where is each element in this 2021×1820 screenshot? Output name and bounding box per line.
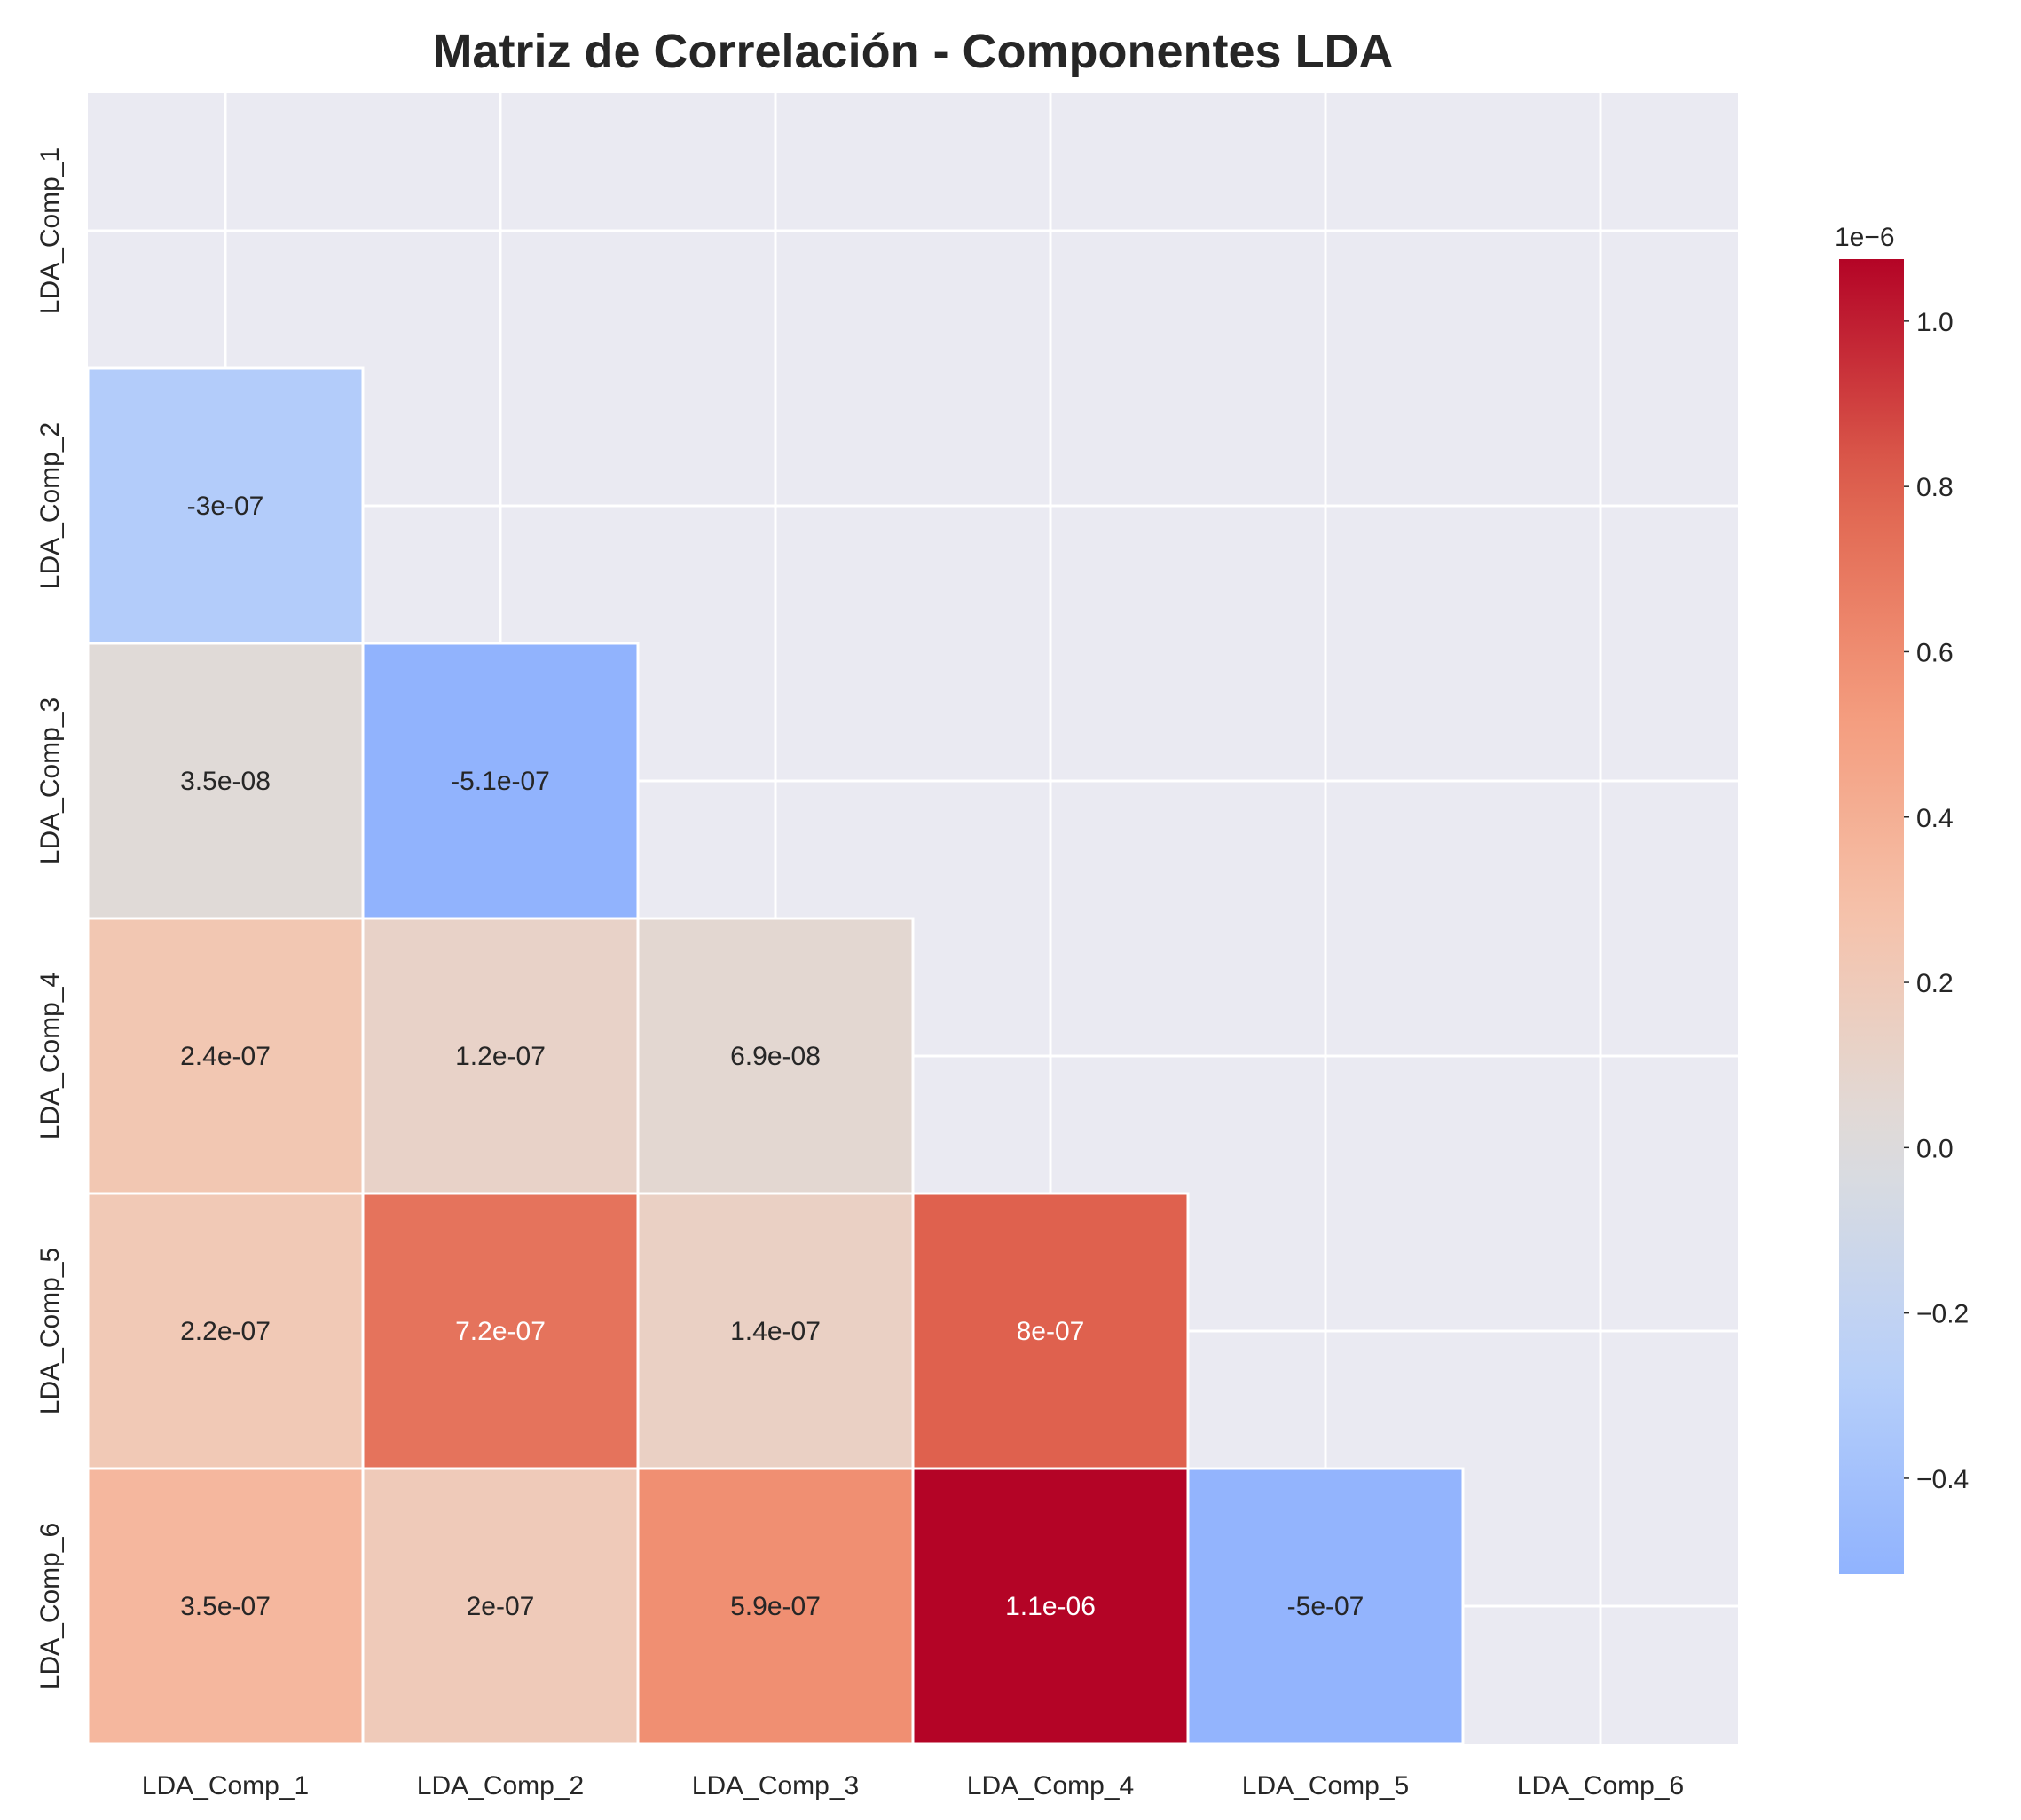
heatmap-cell — [361, 1467, 640, 1745]
x-tick-label: LDA_Comp_3 — [692, 1771, 859, 1800]
x-tick-label: LDA_Comp_5 — [1242, 1771, 1409, 1800]
cell-annotation: 6.9e-08 — [730, 1042, 821, 1071]
colorbar-tick-label: 0.0 — [1916, 1134, 1954, 1163]
x-tick-label: LDA_Comp_4 — [967, 1771, 1134, 1800]
cell-annotation: -3e-07 — [187, 492, 264, 521]
cell-annotation: 3.5e-08 — [180, 767, 271, 796]
colorbar-tick-label: 0.6 — [1916, 638, 1954, 667]
colorbar-offset-label: 1e−6 — [1835, 223, 1895, 252]
heatmap-cell — [86, 1192, 365, 1470]
plot-area: -3e-07 3.5e-08 -5.1e-07 2.4e-07 1.2e-07 6.9e-… — [86, 93, 1738, 1745]
colorbar-tick-label: −0.4 — [1916, 1465, 1969, 1494]
y-tick-label: LDA_Comp_5 — [35, 1248, 65, 1414]
cell-annotation: -5e-07 — [1287, 1592, 1364, 1621]
colorbar-tick-label: 0.2 — [1916, 969, 1954, 998]
cell-annotation: 8e-07 — [1017, 1317, 1085, 1346]
y-tick-label: LDA_Comp_1 — [35, 147, 65, 314]
heatmap-cell — [636, 1467, 915, 1745]
cell-annotation: 1.4e-07 — [730, 1317, 821, 1346]
heatmap-cell — [911, 1467, 1190, 1745]
heatmap-cell — [911, 1192, 1190, 1470]
colorbar: 1e−6 1.0 0.8 0.6 0.4 0.2 0.0 −0.2 −0.4 — [1835, 223, 1969, 1574]
colorbar-tick-label: −0.2 — [1916, 1300, 1969, 1329]
cell-annotation: 2e-07 — [467, 1592, 535, 1621]
y-tick-label: LDA_Comp_3 — [35, 697, 65, 864]
heatmap-cell — [1186, 1467, 1465, 1745]
cell-annotation: 7.2e-07 — [455, 1317, 546, 1346]
colorbar-tick-label: 0.4 — [1916, 804, 1954, 833]
heatmap-cell — [86, 917, 365, 1195]
y-axis-tick-labels: LDA_Comp_1 LDA_Comp_2 LDA_Comp_3 LDA_Comp_4… — [35, 147, 65, 1690]
chart-title: Matriz de Correlación - Componentes LDA — [432, 25, 1393, 78]
cell-annotation: 1.1e-06 — [1005, 1592, 1096, 1621]
cell-annotation: 5.9e-07 — [730, 1592, 821, 1621]
heatmap-cell — [636, 917, 915, 1195]
cell-annotation: 1.2e-07 — [455, 1042, 546, 1071]
heatmap-cell — [361, 1192, 640, 1470]
x-tick-label: LDA_Comp_6 — [1517, 1771, 1684, 1800]
y-tick-label: LDA_Comp_6 — [35, 1523, 65, 1690]
cell-annotation: 3.5e-07 — [180, 1592, 271, 1621]
heatmap-cell — [86, 1467, 365, 1745]
cell-annotation: -5.1e-07 — [451, 767, 550, 796]
x-tick-label: LDA_Comp_2 — [417, 1771, 584, 1800]
x-tick-label: LDA_Comp_1 — [142, 1771, 309, 1800]
x-axis-tick-labels: LDA_Comp_1 LDA_Comp_2 LDA_Comp_3 LDA_Comp_4… — [142, 1771, 1684, 1800]
colorbar-tick-label: 1.0 — [1916, 308, 1954, 337]
y-tick-label: LDA_Comp_2 — [35, 422, 65, 589]
cell-annotation: 2.2e-07 — [180, 1317, 271, 1346]
heatmap-cell — [636, 1192, 915, 1470]
colorbar-gradient — [1839, 259, 1904, 1574]
heatmap-cell — [361, 642, 640, 920]
heatmap-cell — [86, 366, 365, 645]
cell-annotation: 2.4e-07 — [180, 1042, 271, 1071]
colorbar-tick-label: 0.8 — [1916, 473, 1954, 502]
y-tick-label: LDA_Comp_4 — [35, 973, 65, 1139]
